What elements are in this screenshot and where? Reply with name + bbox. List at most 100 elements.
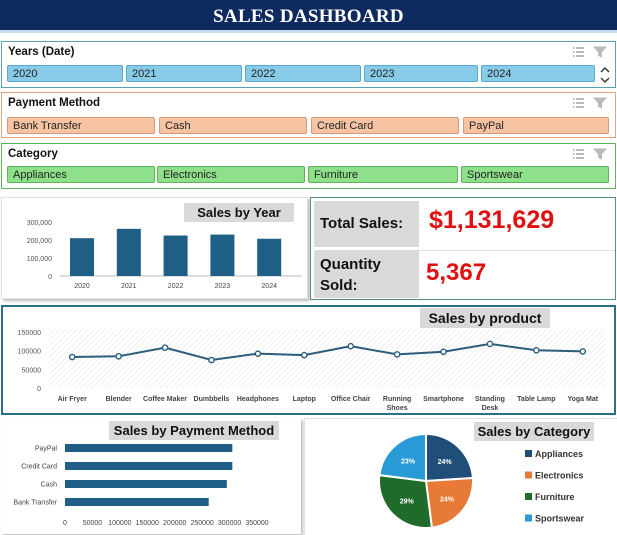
quantity-sold-label-line2: Sold: <box>320 277 358 294</box>
y-tick-label: 50000 <box>22 367 42 374</box>
slicer-item-label: 2024 <box>487 68 512 80</box>
slicer-item-label: Furniture <box>314 169 359 181</box>
x-tick-label: 2021 <box>121 283 137 290</box>
data-point <box>161 344 169 351</box>
x-tick-label: 100000 <box>108 520 131 527</box>
bar <box>163 235 188 276</box>
bar <box>210 234 235 276</box>
x-tick-label-line: Running <box>383 396 411 403</box>
slicer-toolbar <box>573 46 607 58</box>
bar <box>65 480 227 488</box>
x-tick-label: 2022 <box>168 283 184 290</box>
x-tick-label-line: Blender <box>106 396 132 403</box>
payment-method-slicer[interactable]: Payment Method Bank Transfer Cash Credit… <box>1 92 616 138</box>
x-tick-label-line: Air Fryer <box>58 396 87 403</box>
slicer-item-credit-card[interactable]: Credit Card <box>311 117 459 134</box>
slicer-item-2024[interactable]: 2024 <box>481 65 595 82</box>
data-point <box>579 348 587 355</box>
x-tick-label: Standing Desk <box>475 396 505 412</box>
category-slicer[interactable]: Category Appliances Electronics Furnitur… <box>1 143 616 189</box>
plot-area <box>49 329 606 388</box>
slicer-item-label: Bank Transfer <box>13 120 82 132</box>
slicer-item-paypal[interactable]: PayPal <box>463 117 609 134</box>
y-tick-label: 0 <box>48 274 52 281</box>
slicer-item-2020[interactable]: 2020 <box>7 65 123 82</box>
y-tick-label: 300,000 <box>27 220 52 227</box>
clear-filter-icon[interactable] <box>592 148 607 160</box>
x-tick-label: Office Chair <box>331 396 371 403</box>
bar <box>65 444 233 452</box>
slicer-item-2022[interactable]: 2022 <box>245 65 361 82</box>
pie-slice <box>378 432 427 483</box>
y-tick-label: PayPal <box>35 446 58 453</box>
data-point <box>347 342 355 350</box>
slicer-item-bank-transfer[interactable]: Bank Transfer <box>7 117 155 134</box>
pie-slice <box>424 476 474 529</box>
slicer-title: Years (Date) <box>8 46 75 58</box>
slicer-item-label: PayPal <box>469 120 504 132</box>
slicer-item-sportswear[interactable]: Sportswear <box>461 166 609 183</box>
x-tick-label-line: Office Chair <box>331 396 371 403</box>
x-tick-label: Yoga Mat <box>567 396 598 403</box>
sales-by-payment-panel: Sales by Payment Method PayPal Credit Car… <box>1 418 301 534</box>
x-tick-label: 300000 <box>218 520 241 527</box>
sales-by-year-panel: Sales by Year 300,000 200,000 100,000 0 2020… <box>1 197 308 299</box>
scroll-down-icon[interactable] <box>600 77 610 83</box>
slicer-item-label: 2023 <box>370 68 395 80</box>
x-tick-label: Table Lamp <box>517 396 555 403</box>
multi-select-icon[interactable] <box>573 149 584 159</box>
slicer-item-appliances[interactable]: Appliances <box>7 166 155 183</box>
x-tick-label: Running Shoes <box>383 396 411 412</box>
legend-swatch <box>525 471 532 479</box>
bar <box>257 238 282 276</box>
x-tick-label-line: Smartphone <box>423 396 464 403</box>
x-tick-label: 250000 <box>190 520 213 527</box>
legend-swatch <box>525 493 532 500</box>
sales-by-payment-chart: PayPal Credit Card Cash Bank Transfer 0 50000… <box>13 444 269 527</box>
x-tick-label: 50000 <box>83 520 103 527</box>
legend-swatch <box>525 514 532 522</box>
legend-swatch <box>525 450 532 457</box>
x-tick-label-line: Yoga Mat <box>567 396 598 403</box>
slice-label: 23% <box>401 459 416 466</box>
data-point <box>68 353 76 361</box>
y-tick-label: 100,000 <box>27 256 52 263</box>
pie-slice <box>378 473 434 529</box>
total-sales-label: Total Sales: <box>314 201 419 247</box>
legend-label: Appliances <box>535 449 583 459</box>
clear-filter-icon[interactable] <box>592 46 607 58</box>
years-slicer[interactable]: Years (Date) 2020 2021 2022 2023 2024 <box>1 41 616 88</box>
total-sales-value: $1,131,629 <box>429 206 555 234</box>
kpi-divider <box>419 250 615 251</box>
slicer-toolbar <box>573 97 607 109</box>
legend-label: Furniture <box>535 492 575 502</box>
multi-select-icon[interactable] <box>573 47 584 57</box>
x-tick-label-line: Shoes <box>387 405 408 412</box>
sales-by-product-panel: Sales by product 150000 100000 50000 0 Air F… <box>1 305 616 415</box>
sales-by-category-chart: 24% 24% 29% 23% Appliances Electronics Furnitu… <box>378 432 585 529</box>
multi-select-icon[interactable] <box>573 98 584 108</box>
page-title: SALES DASHBOARD <box>213 6 404 27</box>
clear-filter-icon[interactable] <box>592 97 607 109</box>
x-tick-label-line: Dumbbells <box>194 396 230 403</box>
x-tick-label: 2023 <box>215 283 231 290</box>
data-point <box>208 356 215 364</box>
data-point <box>254 350 262 357</box>
slicer-item-2021[interactable]: 2021 <box>126 65 242 82</box>
x-tick-label: Smartphone <box>423 396 464 403</box>
quantity-sold-value: 5,367 <box>426 259 487 286</box>
slicer-item-2023[interactable]: 2023 <box>364 65 478 82</box>
x-tick-label: Dumbbells <box>194 396 230 403</box>
slicer-item-electronics[interactable]: Electronics <box>157 166 305 183</box>
x-tick-label: 200000 <box>163 520 186 527</box>
y-tick-label: 100000 <box>18 349 41 356</box>
y-tick-label: Cash <box>41 482 57 489</box>
x-tick-label: 2024 <box>261 283 277 290</box>
scroll-up-icon[interactable] <box>600 67 610 73</box>
y-tick-label: Credit Card <box>21 464 57 471</box>
slicer-item-furniture[interactable]: Furniture <box>308 166 458 183</box>
slicer-toolbar <box>573 148 607 160</box>
x-tick-label: 0 <box>63 520 67 527</box>
slicer-item-cash[interactable]: Cash <box>159 117 307 134</box>
sales-by-year-chart: 300,000 200,000 100,000 0 2020 2021 2022 2023 20… <box>27 220 302 290</box>
